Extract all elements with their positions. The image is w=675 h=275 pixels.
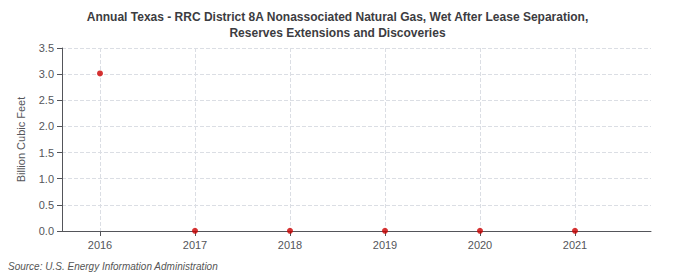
svg-text:Reserves Extensions and Discov: Reserves Extensions and Discoveries: [229, 26, 445, 40]
svg-text:2018: 2018: [278, 239, 302, 251]
svg-text:2020: 2020: [468, 239, 492, 251]
svg-text:2.5: 2.5: [39, 94, 54, 106]
svg-text:2016: 2016: [88, 239, 112, 251]
svg-text:0.5: 0.5: [39, 199, 54, 211]
svg-text:Annual Texas - RRC District 8A: Annual Texas - RRC District 8A Nonassoci…: [87, 10, 588, 24]
svg-text:3.0: 3.0: [39, 68, 54, 80]
svg-text:2.0: 2.0: [39, 120, 54, 132]
svg-text:1.5: 1.5: [39, 147, 54, 159]
svg-text:1.0: 1.0: [39, 173, 54, 185]
svg-text:0.0: 0.0: [39, 225, 54, 237]
svg-text:2021: 2021: [563, 239, 587, 251]
svg-text:2017: 2017: [183, 239, 207, 251]
svg-text:Source: U.S. Energy Informatio: Source: U.S. Energy Information Administ…: [8, 261, 218, 272]
svg-text:2019: 2019: [373, 239, 397, 251]
svg-text:Billion Cubic Feet: Billion Cubic Feet: [15, 97, 27, 183]
svg-text:3.5: 3.5: [39, 42, 54, 54]
